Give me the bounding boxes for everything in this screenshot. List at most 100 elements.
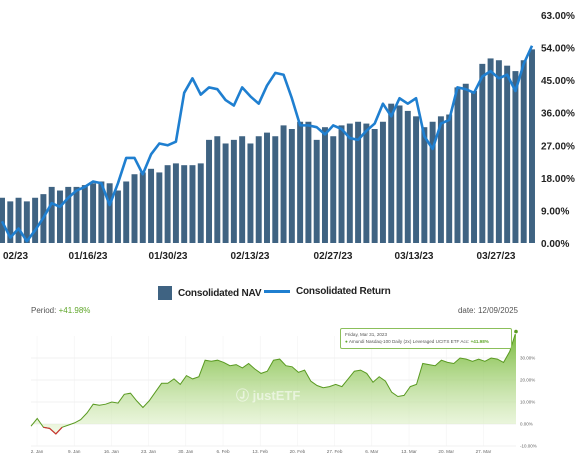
watermark-logo: Ⓙ justETF [236, 388, 300, 403]
nav-bar[interactable] [479, 63, 486, 243]
nav-bar[interactable] [504, 65, 511, 243]
legend-swatch-nav [158, 286, 172, 300]
etf-performance-chart: Ⓙ justETF -10.00% 0.00% 10.00% 20.00% 30.00% 2… [30, 329, 537, 454]
nav-bar[interactable] [32, 197, 39, 243]
y-tick-label: 63.00% [541, 11, 575, 22]
nav-bar[interactable] [131, 174, 138, 243]
nav-bar[interactable] [330, 136, 337, 243]
nav-bar[interactable] [321, 127, 328, 243]
nav-bar[interactable] [15, 197, 22, 243]
date-label: date: 12/09/2025 [457, 306, 518, 315]
y-tick-label: 0.00% [520, 422, 533, 427]
end-point-marker[interactable] [513, 329, 519, 335]
nav-bar[interactable] [288, 129, 295, 243]
nav-bar[interactable] [222, 143, 229, 243]
performance-line[interactable] [30, 331, 517, 435]
chart-legend: Consolidated NAV Consolidated Return [0, 282, 580, 304]
nav-bar[interactable] [164, 165, 171, 243]
nav-bar[interactable] [413, 116, 420, 243]
legend-label-return: Consolidated Return [296, 286, 391, 297]
x-tick-label: 16. Jan [104, 449, 120, 454]
y-tick-label: 20.00% [520, 378, 535, 383]
nav-bar[interactable] [148, 168, 155, 243]
nav-bar[interactable] [123, 181, 130, 243]
nav-bar[interactable] [404, 110, 411, 244]
nav-bar[interactable] [421, 127, 428, 243]
nav-bar[interactable] [206, 139, 213, 243]
nav-bar[interactable] [388, 103, 395, 243]
nav-bar[interactable] [197, 163, 204, 243]
nav-bar[interactable] [114, 190, 121, 243]
nav-bar[interactable] [23, 201, 30, 243]
nav-bar[interactable] [512, 71, 519, 243]
nav-bar[interactable] [363, 123, 370, 243]
nav-bar[interactable] [371, 129, 378, 243]
nav-bar[interactable] [81, 185, 88, 243]
nav-bar[interactable] [247, 143, 254, 243]
y-tick-label: 10.00% [520, 400, 535, 405]
return-line[interactable] [0, 45, 534, 243]
nav-bar[interactable] [7, 201, 14, 243]
nav-bar[interactable] [462, 83, 469, 243]
nav-bar[interactable] [529, 49, 535, 243]
legend-item-return[interactable]: Consolidated Return [264, 286, 391, 297]
nav-bar[interactable] [106, 183, 113, 243]
nav-bar[interactable] [437, 116, 444, 243]
y-tick-label: 30.00% [520, 356, 535, 361]
nav-bar[interactable] [255, 136, 262, 243]
nav-bar[interactable] [487, 58, 494, 244]
legend-item-nav[interactable]: Consolidated NAV [158, 286, 261, 300]
nav-bar[interactable] [396, 105, 403, 243]
nav-bar[interactable] [446, 114, 453, 244]
x-tick-label: 03/13/23 [395, 251, 434, 262]
nav-bar[interactable] [313, 139, 320, 243]
nav-bar[interactable] [297, 121, 304, 243]
nav-bar[interactable] [264, 132, 270, 243]
x-tick-label: 02/23 [3, 251, 28, 262]
y-tick-label: 54.00% [541, 44, 575, 55]
nav-bar[interactable] [90, 183, 97, 243]
x-tick-label: 6. Feb [216, 449, 229, 454]
nav-bar[interactable] [98, 181, 105, 243]
nav-bar[interactable] [495, 60, 502, 243]
negative-segment-line [43, 426, 63, 435]
y-tick-label: -10.00% [520, 444, 537, 449]
nav-bar[interactable] [471, 91, 478, 243]
nav-bar[interactable] [346, 123, 353, 243]
nav-bar[interactable] [56, 190, 63, 243]
nav-bar[interactable] [280, 125, 287, 243]
nav-bar[interactable] [156, 172, 163, 243]
x-tick-label: 02/13/23 [231, 251, 270, 262]
nav-bar[interactable] [338, 125, 345, 243]
x-tick-label: 20. Mar [438, 449, 454, 454]
nav-bar[interactable] [172, 163, 179, 243]
nav-bar[interactable] [73, 186, 80, 243]
nav-bar[interactable] [230, 139, 237, 243]
y-tick-label: 36.00% [541, 109, 575, 120]
nav-bar[interactable] [454, 87, 461, 243]
nav-bar[interactable] [181, 165, 188, 243]
nav-bar[interactable] [355, 121, 362, 243]
tooltip-date: Friday, Mar 31, 2023 [345, 332, 388, 337]
nav-bar[interactable] [429, 121, 436, 243]
x-tick-label: 6. Mar [365, 449, 378, 454]
x-tick-label: 2. Jan [31, 449, 44, 454]
nav-bar[interactable] [65, 186, 72, 243]
y-tick-label: 27.00% [541, 141, 575, 152]
period-label-text: Period: [31, 306, 57, 315]
nav-bar[interactable] [214, 136, 221, 243]
nav-bar[interactable] [379, 121, 386, 243]
nav-bar[interactable] [272, 136, 279, 243]
nav-bar[interactable] [189, 165, 196, 243]
nav-bar[interactable] [0, 197, 5, 243]
nav-bar[interactable] [139, 172, 146, 243]
x-tick-label: 20. Feb [290, 449, 306, 454]
nav-bar[interactable] [305, 121, 312, 243]
performance-area [31, 331, 516, 434]
x-tick-label: 01/16/23 [69, 251, 108, 262]
nav-bar[interactable] [520, 60, 527, 243]
nav-bar[interactable] [48, 186, 55, 243]
nav-bar[interactable] [239, 136, 246, 243]
x-tick-label: 27. Mar [476, 449, 492, 454]
chart-tooltip: Friday, Mar 31, 2023 ● Amundi Nasdaq-100… [340, 328, 512, 349]
